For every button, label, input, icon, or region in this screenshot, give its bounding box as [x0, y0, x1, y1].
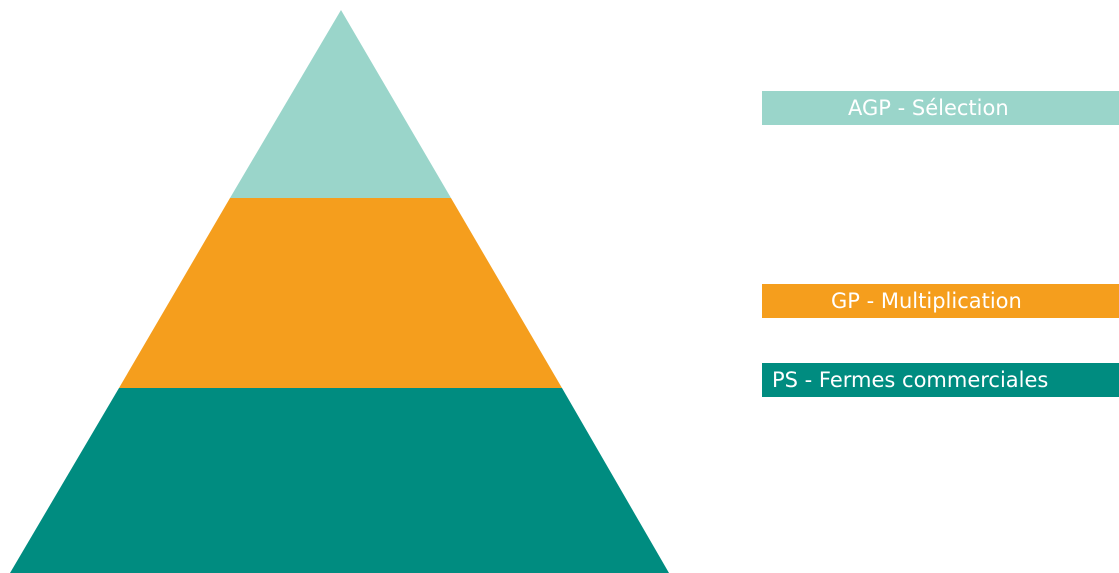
pyramid-tier-bottom [10, 388, 669, 573]
tier-label-selection: AGP - Sélection [762, 91, 1119, 125]
pyramid-tier-top [230, 10, 451, 198]
pyramid-diagram [10, 10, 669, 573]
tier-label-commercial-farms: PS - Fermes commerciales [762, 363, 1119, 397]
tier-label-multiplication: GP - Multiplication [762, 284, 1119, 318]
pyramid-tier-middle [119, 198, 562, 388]
